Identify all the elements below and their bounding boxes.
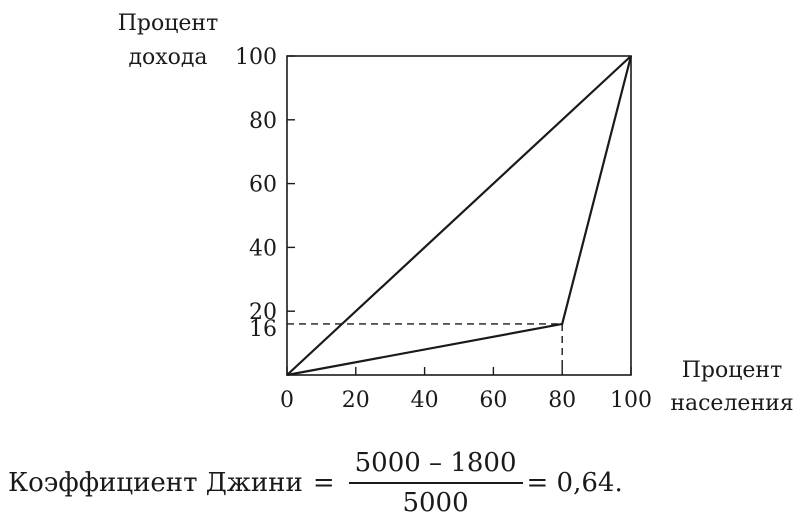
x-tick-label: 0 bbox=[280, 388, 294, 413]
y-tick-label: 80 bbox=[249, 109, 277, 134]
gini-denominator: 5000 bbox=[402, 488, 469, 518]
x-tick-label: 40 bbox=[411, 388, 439, 413]
plot-frame bbox=[286, 55, 632, 376]
gini-formula: Коэффициент Джини = 5000 – 1800 5000 = 0… bbox=[8, 448, 623, 518]
x-tick-label: 20 bbox=[342, 388, 370, 413]
y-axis-label-line1: Процент bbox=[118, 11, 219, 36]
y-tick-label: 20 bbox=[249, 300, 277, 325]
gini-label: Коэффициент Джини bbox=[8, 468, 303, 498]
x-tick-label: 80 bbox=[548, 388, 576, 413]
y-tick-label: 60 bbox=[249, 173, 277, 198]
y-axis-label-line2: дохода bbox=[128, 45, 207, 70]
x-tick-label: 100 bbox=[610, 388, 652, 413]
lorenz-curve bbox=[286, 55, 633, 377]
gini-result: = 0,64. bbox=[526, 468, 623, 498]
x-axis-label-line1: Процент bbox=[682, 358, 783, 383]
y-tick-label-extra: 16 bbox=[249, 317, 277, 342]
equality-line bbox=[286, 55, 632, 376]
y-tick-label: 100 bbox=[235, 45, 277, 70]
x-tick-label: 60 bbox=[479, 388, 507, 413]
gini-fraction: 5000 – 1800 5000 bbox=[348, 448, 523, 518]
x-axis-label-line2: населения bbox=[670, 391, 793, 416]
gini-numerator: 5000 – 1800 bbox=[348, 448, 523, 484]
lorenz-chart: 0 20 40 60 80 100 20 40 60 80 100 16 Процент дохода… bbox=[118, 11, 794, 416]
y-tick-label: 40 bbox=[249, 236, 277, 261]
gini-equals: = bbox=[312, 468, 335, 498]
